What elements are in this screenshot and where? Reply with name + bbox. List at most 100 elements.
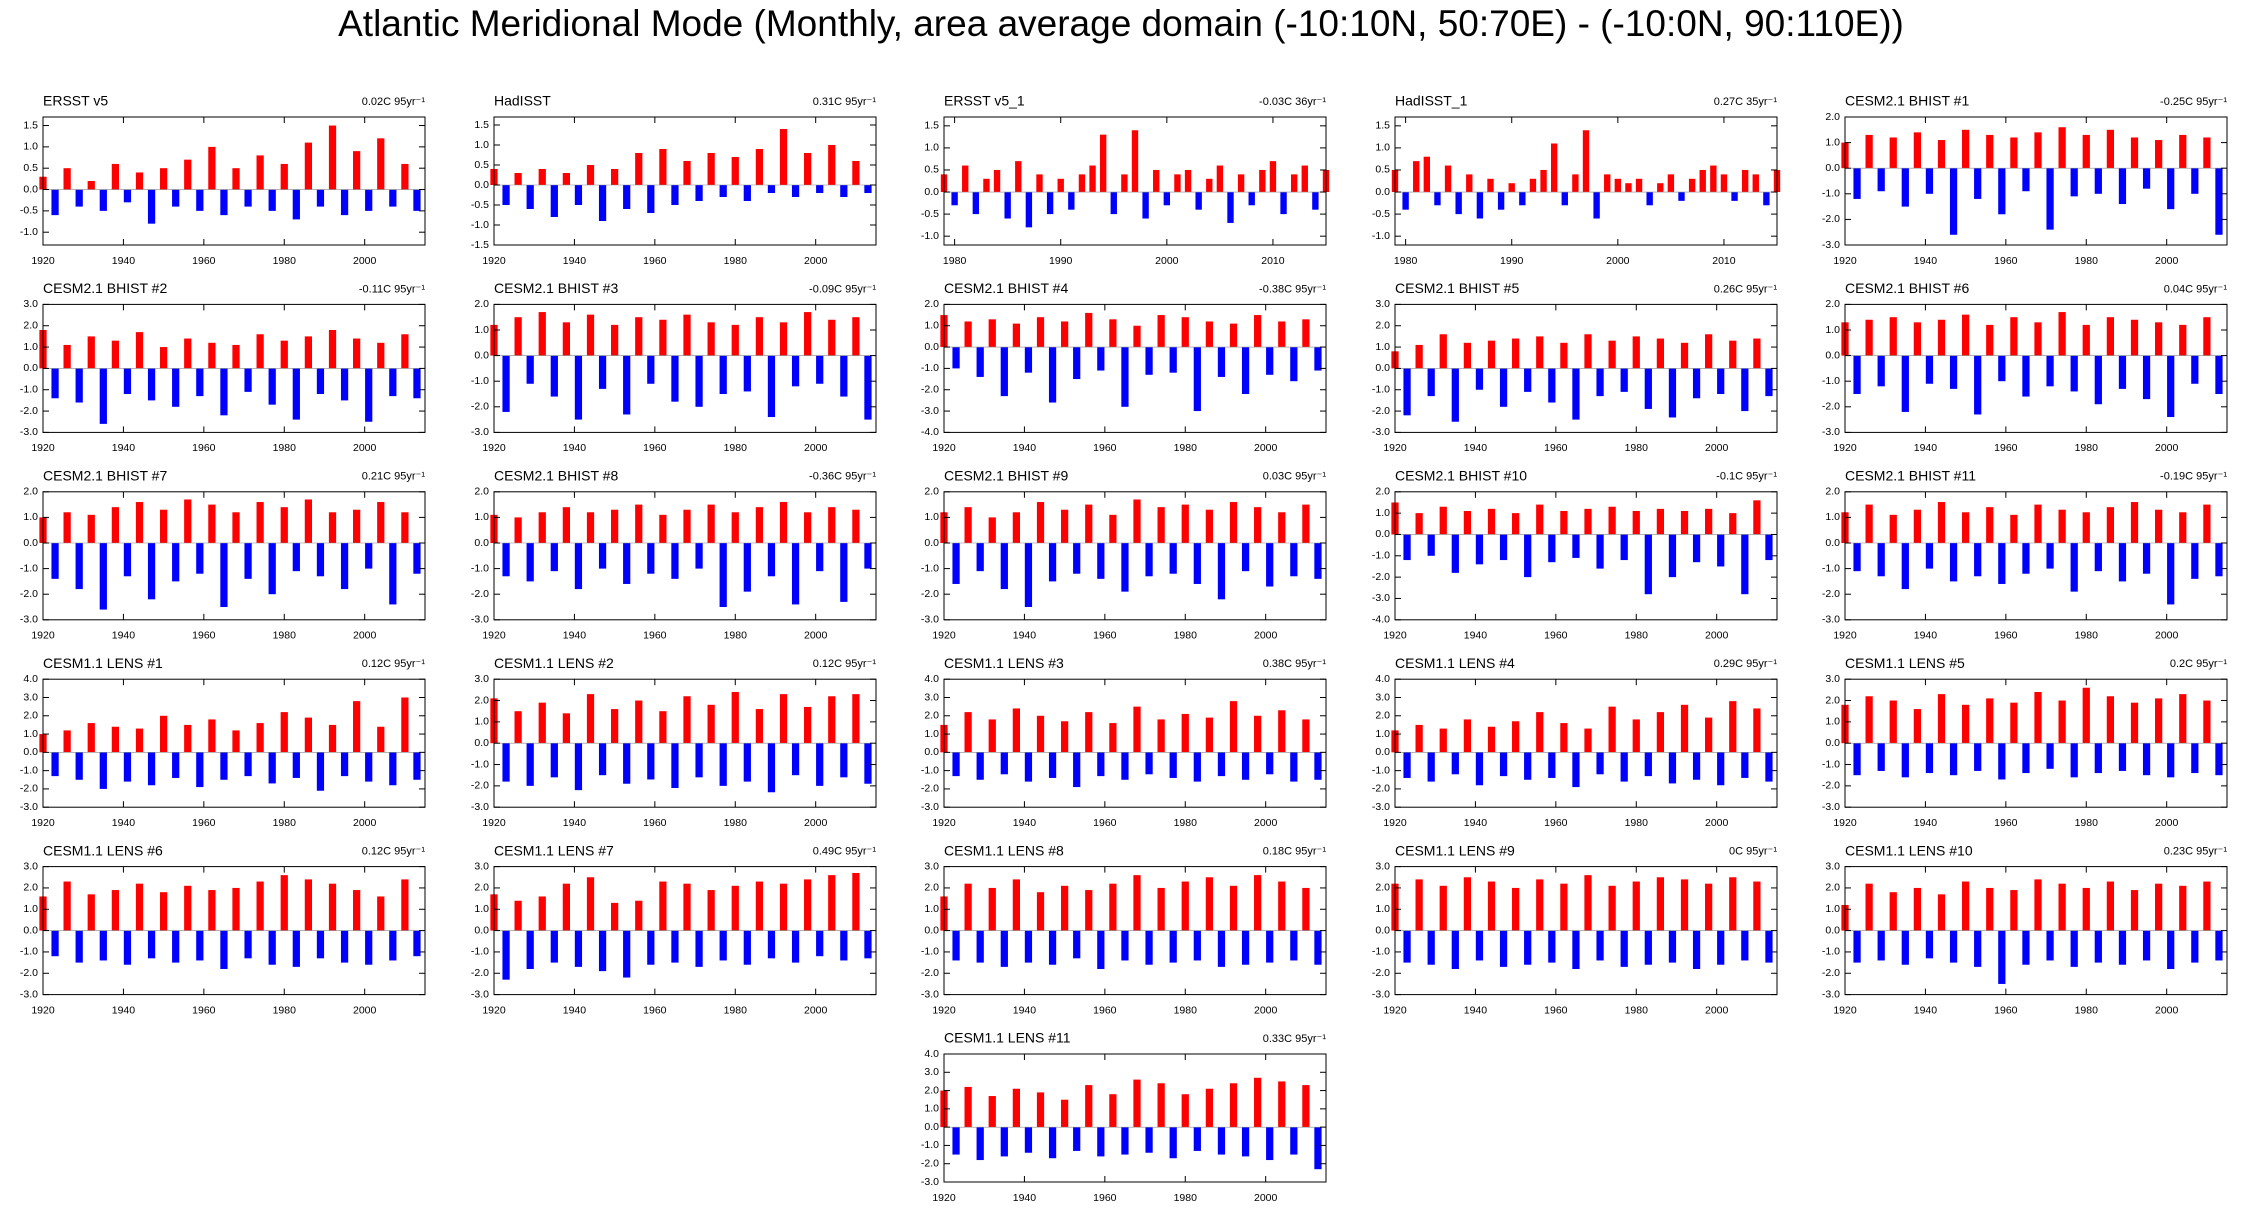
bar <box>1688 178 1696 193</box>
bar <box>256 502 264 543</box>
bar <box>1913 509 1921 543</box>
y-tick-label: 3.0 <box>924 860 939 872</box>
bar <box>1986 698 1994 744</box>
bar <box>1024 543 1033 607</box>
bar <box>2022 743 2030 774</box>
plot-frame <box>943 116 1327 246</box>
bar <box>719 930 727 961</box>
trend-annotation: 0.12C 95yr⁻¹ <box>813 658 877 670</box>
bar <box>232 344 240 369</box>
bar <box>244 543 252 579</box>
bar <box>598 930 607 972</box>
bar <box>586 512 595 543</box>
bar <box>353 701 361 753</box>
bar <box>1596 368 1604 397</box>
bar <box>526 355 534 384</box>
bar <box>135 728 144 753</box>
bar <box>502 930 510 980</box>
bar <box>1048 752 1057 778</box>
y-tick-label: -3.0 <box>1822 801 1840 813</box>
bar <box>2118 543 2127 582</box>
bar <box>538 702 546 744</box>
bar <box>972 192 980 215</box>
x-tick-label: 1980 <box>273 255 297 267</box>
panel-title: CESM1.1 LENS #3 <box>944 655 1064 671</box>
y-tick-label: 1.0 <box>23 511 38 523</box>
bar <box>1241 752 1250 780</box>
bar <box>1073 1127 1081 1151</box>
y-tick-label: 0.0 <box>1375 528 1390 540</box>
bar <box>611 324 619 356</box>
bar <box>1181 504 1189 543</box>
bar <box>208 504 216 543</box>
x-tick-label: 1980 <box>1625 442 1649 454</box>
y-tick-label: 3.0 <box>474 673 489 685</box>
y-tick-label: 1.0 <box>1375 903 1390 915</box>
trend-annotation: -0.09C 95yr⁻¹ <box>809 283 876 295</box>
y-tick-label: 1.0 <box>474 903 489 915</box>
bar <box>377 138 385 190</box>
x-tick-label: 1940 <box>1914 817 1938 829</box>
y-tick-label: -2.0 <box>921 588 939 600</box>
bar <box>1937 319 1946 356</box>
bar <box>1705 717 1713 753</box>
bar <box>1181 317 1189 348</box>
y-tick-label: 2.0 <box>23 320 38 332</box>
bar <box>2179 324 2187 356</box>
bar <box>1889 700 1897 744</box>
bar <box>2118 930 2127 965</box>
bar <box>1169 543 1177 574</box>
x-tick-label: 1980 <box>724 1004 748 1016</box>
bar <box>413 752 421 780</box>
bar <box>365 368 373 422</box>
bar <box>586 694 595 744</box>
y-tick-label: 2.0 <box>1825 298 1840 310</box>
y-tick-label: 1.5 <box>23 119 38 131</box>
x-tick-label: 1920 <box>932 630 956 642</box>
bar <box>550 930 558 963</box>
bar <box>1217 1127 1226 1155</box>
y-tick-label: 3.0 <box>1375 298 1390 310</box>
bar <box>1157 315 1165 348</box>
bar <box>1620 752 1628 782</box>
panel: CESM1.1 LENS #7 0.49C 95yr⁻¹ -3.0 -2.0 -1.0 0… <box>471 842 877 1016</box>
bar <box>316 543 325 577</box>
bar <box>1729 340 1737 369</box>
x-tick-label: 2000 <box>1254 817 1278 829</box>
bar <box>328 724 337 753</box>
y-tick-label: 2.0 <box>474 298 489 310</box>
bar <box>1415 513 1423 535</box>
bar <box>2191 743 2199 774</box>
bar <box>1620 930 1628 967</box>
x-tick-label: 1980 <box>1625 817 1649 829</box>
bar <box>1548 534 1556 563</box>
y-tick-label: 0.0 <box>924 1121 939 1133</box>
bar <box>1889 514 1897 543</box>
bar <box>1753 881 1761 931</box>
trend-annotation: -0.1C 95yr⁻¹ <box>1716 471 1777 483</box>
bar <box>256 334 264 369</box>
bar <box>1145 752 1153 775</box>
bar <box>1582 130 1590 193</box>
bar <box>1632 336 1640 369</box>
panel-title: CESM1.1 LENS #10 <box>1845 842 1973 858</box>
bar <box>755 507 764 543</box>
bar <box>1024 1127 1033 1153</box>
bar <box>2106 507 2115 543</box>
bar <box>671 930 679 963</box>
x-tick-label: 1980 <box>2075 1004 2099 1016</box>
y-tick-label: -1.0 <box>921 230 939 242</box>
y-tick-label: 0.0 <box>474 537 489 549</box>
bar <box>1266 543 1274 587</box>
x-tick-label: 2010 <box>1261 255 1285 267</box>
bar <box>1692 534 1701 563</box>
bar <box>1753 338 1761 369</box>
bar <box>135 172 144 190</box>
bar <box>244 368 252 392</box>
bar <box>1048 543 1057 582</box>
panel-title: ERSST v5_1 <box>944 93 1025 109</box>
plot-frame <box>42 678 426 808</box>
bar <box>1131 130 1139 193</box>
x-tick-label: 1940 <box>1013 442 1037 454</box>
x-tick-label: 1940 <box>112 630 136 642</box>
